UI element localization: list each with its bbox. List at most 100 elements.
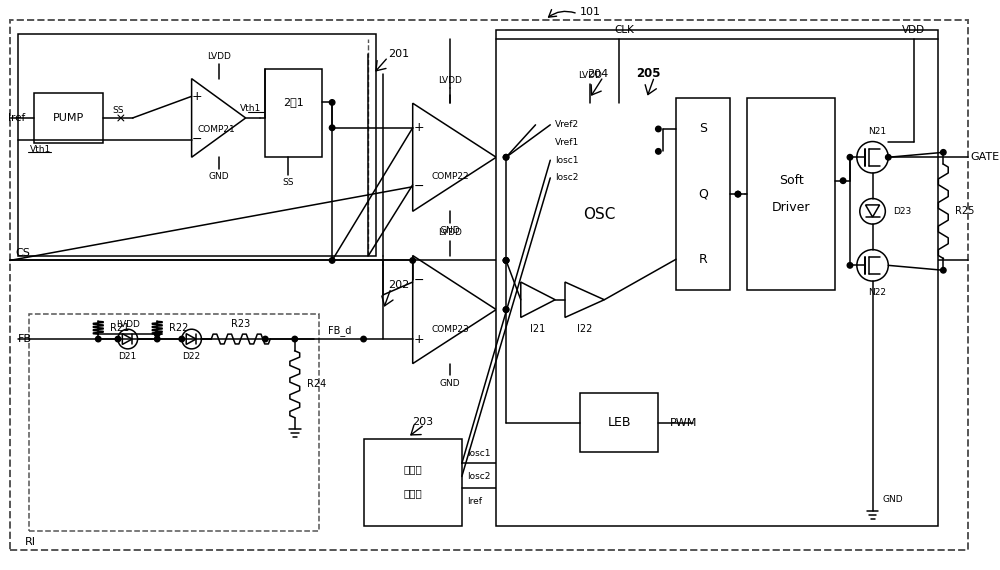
Circle shape	[329, 100, 335, 105]
Circle shape	[503, 307, 509, 312]
Text: +: +	[413, 121, 424, 135]
Text: LVDD: LVDD	[116, 320, 140, 329]
Bar	[747, 98, 835, 290]
Circle shape	[329, 125, 335, 131]
Text: −: −	[191, 133, 202, 146]
Text: S: S	[699, 123, 707, 136]
Text: Iosc2: Iosc2	[555, 173, 579, 182]
Circle shape	[847, 154, 853, 160]
Bar	[29, 315, 319, 531]
Circle shape	[656, 126, 661, 132]
Circle shape	[735, 192, 741, 197]
Text: −: −	[413, 180, 424, 193]
Text: Vref2: Vref2	[555, 120, 579, 129]
Text: 式选择: 式选择	[403, 488, 422, 498]
Text: FB: FB	[18, 334, 32, 344]
Circle shape	[410, 258, 415, 263]
Text: RI: RI	[25, 538, 36, 547]
Circle shape	[263, 336, 268, 342]
Text: PUMP: PUMP	[53, 113, 84, 123]
Text: GND: GND	[440, 226, 460, 235]
Circle shape	[503, 258, 509, 263]
Text: LVDD: LVDD	[207, 51, 231, 60]
Text: 205: 205	[636, 67, 661, 80]
Text: D22: D22	[183, 352, 201, 361]
Text: FB_d: FB_d	[328, 325, 352, 336]
Circle shape	[735, 192, 741, 197]
Text: +: +	[191, 90, 202, 103]
Text: N22: N22	[868, 288, 886, 298]
Text: Iref: Iref	[8, 113, 25, 123]
Circle shape	[941, 267, 946, 273]
Text: 202: 202	[388, 280, 409, 290]
Circle shape	[503, 258, 509, 263]
Text: R23: R23	[231, 319, 250, 329]
Text: LEB: LEB	[607, 416, 631, 429]
Text: Iref: Iref	[467, 497, 482, 506]
Circle shape	[656, 149, 661, 154]
Text: 203: 203	[412, 417, 433, 426]
Text: OSC: OSC	[583, 207, 616, 222]
Text: LVDD: LVDD	[578, 71, 602, 80]
Text: COMP22: COMP22	[431, 172, 469, 181]
Text: R21: R21	[110, 323, 129, 333]
Text: COMP21: COMP21	[197, 125, 235, 135]
Text: GND: GND	[882, 495, 903, 504]
Circle shape	[840, 178, 846, 184]
Text: COMP23: COMP23	[431, 325, 469, 333]
Text: 101: 101	[580, 7, 601, 17]
Circle shape	[941, 149, 946, 155]
Text: I21: I21	[530, 324, 546, 334]
Text: Vref1: Vref1	[555, 138, 579, 147]
Circle shape	[154, 336, 160, 342]
Circle shape	[503, 258, 509, 263]
Text: R25: R25	[955, 206, 974, 216]
Text: D23: D23	[893, 207, 911, 216]
Circle shape	[96, 336, 101, 342]
Text: Iosc1: Iosc1	[467, 449, 490, 458]
Circle shape	[503, 154, 509, 160]
Text: N21: N21	[868, 127, 887, 136]
Text: VDD: VDD	[902, 25, 925, 35]
Text: GND: GND	[440, 378, 460, 388]
Text: R: R	[699, 253, 707, 266]
Circle shape	[179, 336, 185, 342]
Bar	[496, 30, 938, 526]
Circle shape	[886, 154, 891, 160]
Text: 204: 204	[587, 69, 608, 79]
Text: Vth1: Vth1	[240, 104, 261, 113]
Text: CLK: CLK	[614, 25, 634, 35]
Text: SS: SS	[112, 105, 124, 115]
Text: D21: D21	[119, 352, 137, 361]
Text: LVDD: LVDD	[438, 229, 462, 238]
Text: CS: CS	[16, 247, 31, 258]
Text: Q: Q	[698, 188, 708, 201]
Bar	[265, 69, 322, 157]
Text: 201: 201	[388, 49, 409, 59]
Bar	[676, 98, 730, 290]
Text: GND: GND	[209, 172, 229, 181]
Circle shape	[847, 263, 853, 268]
Circle shape	[503, 154, 509, 160]
Text: 电流模: 电流模	[403, 465, 422, 475]
Text: R22: R22	[169, 323, 188, 333]
Text: −: −	[413, 274, 424, 287]
Bar	[18, 34, 376, 255]
Text: +: +	[413, 332, 424, 345]
Circle shape	[154, 331, 160, 337]
Text: Soft: Soft	[779, 174, 803, 187]
Bar	[364, 439, 462, 526]
Circle shape	[292, 336, 298, 342]
Text: GATE: GATE	[971, 152, 1000, 162]
Circle shape	[329, 258, 335, 263]
Circle shape	[115, 336, 121, 342]
Text: R24: R24	[307, 379, 326, 389]
Circle shape	[503, 307, 509, 312]
Text: Iosc1: Iosc1	[555, 156, 579, 165]
Text: SS: SS	[282, 178, 294, 188]
Text: Driver: Driver	[772, 201, 810, 214]
Text: PWM: PWM	[670, 418, 698, 428]
Text: Iosc2: Iosc2	[467, 472, 490, 481]
Text: Vth1: Vth1	[29, 145, 51, 154]
Bar	[580, 393, 658, 452]
